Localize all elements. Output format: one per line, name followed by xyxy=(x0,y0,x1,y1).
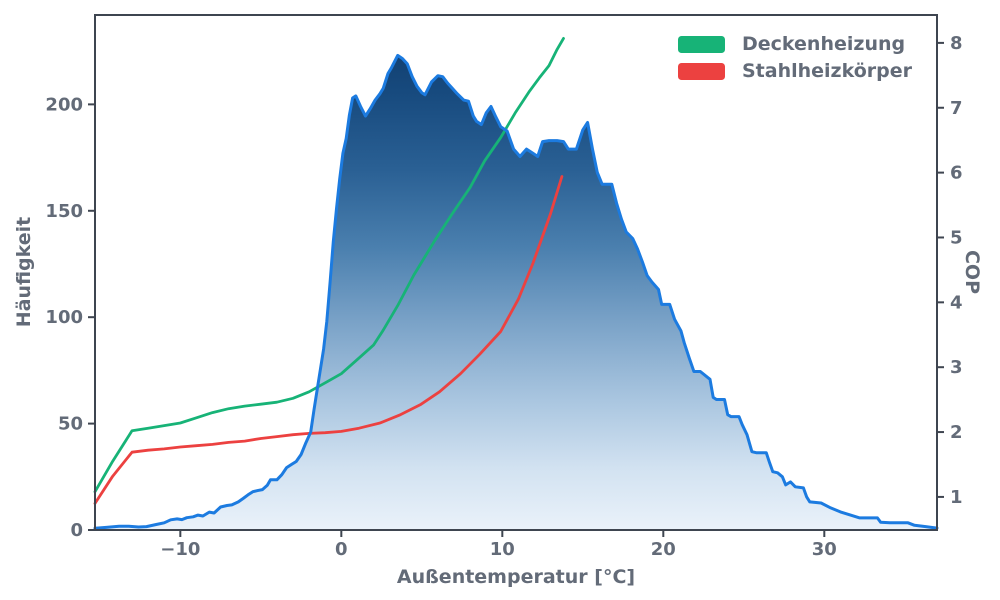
histogram-outline xyxy=(93,53,939,530)
y-tick-label-left: 50 xyxy=(58,414,83,435)
y-tick-label-left: 100 xyxy=(45,307,83,328)
legend-swatch-deckenheizung xyxy=(678,36,725,53)
y-tick-label-right: 5 xyxy=(950,227,963,248)
legend-item-stahlheizkoerper: Stahlheizkörper xyxy=(678,60,912,83)
y-tick-label-left: 150 xyxy=(45,201,83,222)
y-tick-label-right: 8 xyxy=(950,33,963,54)
y-tick-label-right: 3 xyxy=(950,357,963,378)
histogram-area xyxy=(95,55,937,531)
y-tick-label-right: 7 xyxy=(950,98,963,119)
x-tick-label: 20 xyxy=(651,539,676,560)
left-y-axis-label: Häufigkeit xyxy=(13,216,35,328)
x-tick-label: 30 xyxy=(812,539,837,560)
y-tick-label-left: 200 xyxy=(45,94,83,115)
line-deckenheizung xyxy=(93,37,565,494)
right-y-axis-label: COP xyxy=(961,249,983,295)
y-tick-label-left: 0 xyxy=(70,520,83,541)
legend-swatch-stahlheizkoerper xyxy=(678,63,725,80)
line-stahlheizkoerper xyxy=(93,175,564,505)
y-tick-label-right: 1 xyxy=(950,487,963,508)
x-axis-label: Außentemperatur [°C] xyxy=(396,566,636,588)
x-tick-label: 10 xyxy=(490,539,515,560)
legend-label-stahlheizkoerper: Stahlheizkörper xyxy=(742,60,913,82)
y-tick-label-right: 4 xyxy=(950,292,963,313)
x-tick-label: 0 xyxy=(335,539,348,560)
legend: Deckenheizung Stahlheizkörper xyxy=(678,33,912,83)
y-tick-label-right: 6 xyxy=(950,163,963,184)
legend-label-deckenheizung: Deckenheizung xyxy=(742,33,906,55)
plot-border xyxy=(94,14,938,531)
legend-item-deckenheizung: Deckenheizung xyxy=(678,33,912,56)
y-tick-label-right: 2 xyxy=(950,422,963,443)
x-tick-label: −10 xyxy=(160,539,200,560)
